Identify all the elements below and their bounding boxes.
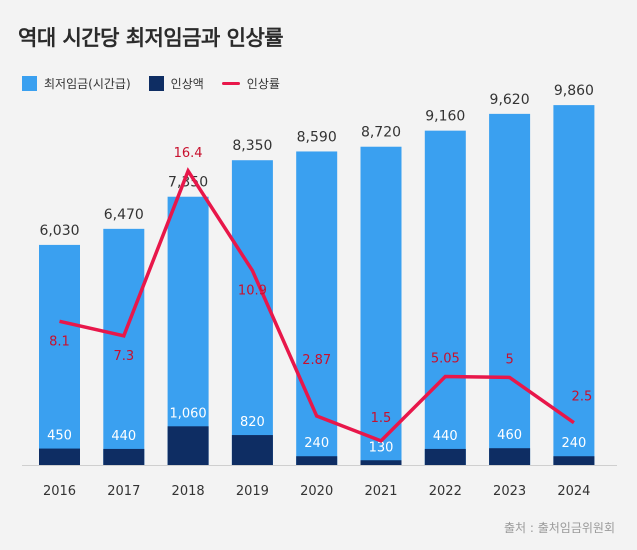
rate-point-label: 10.9: [238, 284, 267, 299]
bar-increase-label: 440: [433, 429, 458, 444]
rate-point-label: 16.4: [174, 146, 203, 161]
bar-increase: [103, 448, 145, 465]
x-tick-label: 2023: [493, 484, 526, 499]
rate-point-label: 5: [505, 352, 513, 367]
legend-label-rate: 인상률: [246, 77, 280, 91]
rate-line: [59, 167, 575, 443]
chart-title: 역대 시간당 최저임금과 인상률: [18, 26, 284, 50]
legend-item-rate: 인상률: [221, 75, 280, 92]
legend: 최저임금(시간급) 인상액 인상률: [22, 75, 280, 92]
bar-wage-label: 9,620: [490, 92, 530, 108]
legend-item-wage: 최저임금(시간급): [22, 75, 131, 92]
bar-wage-label: 8,350: [232, 138, 272, 154]
bar-wage-label: 7,350: [168, 175, 208, 191]
bar-wage: [424, 130, 466, 465]
bar-increase: [489, 448, 531, 465]
bar-wage-label: 8,590: [297, 129, 337, 145]
rate-point-label: 5.05: [431, 352, 460, 367]
legend-item-increase: 인상액: [148, 75, 204, 92]
legend-swatch-rate: [221, 82, 240, 85]
legend-label-increase: 인상액: [170, 77, 204, 91]
bar-increase: [231, 435, 273, 465]
x-tick-label: 2024: [557, 484, 590, 499]
rate-point-label: 7.3: [113, 349, 134, 364]
bar-increase: [424, 448, 466, 465]
bar-wage: [103, 228, 145, 465]
bar-increase-label: 450: [47, 429, 72, 444]
bar-wage: [296, 151, 338, 465]
legend-swatch-increase: [148, 76, 164, 91]
rate-point-label: 1.5: [371, 411, 392, 426]
legend-swatch-wage: [22, 76, 37, 91]
bar-wage-label: 9,160: [425, 109, 465, 125]
bar-wage-label: 9,860: [554, 83, 594, 99]
bar-increase: [296, 456, 338, 465]
bar-increase: [553, 456, 595, 465]
x-tick-label: 2016: [43, 484, 76, 499]
bar-wage: [167, 196, 209, 465]
rate-point-label: 8.1: [49, 334, 70, 349]
x-tick-label: 2019: [236, 484, 269, 499]
x-tick-label: 2022: [429, 484, 462, 499]
bar-wage: [489, 113, 531, 466]
bar-increase-label: 1,060: [169, 406, 206, 421]
source-note: 출처 : 출처임금위원회: [503, 521, 615, 535]
bar-increase-label: 460: [497, 428, 522, 443]
bar-increase-label: 440: [111, 429, 136, 444]
bar-wage: [360, 146, 402, 465]
bar-wage: [553, 105, 595, 466]
x-tick-label: 2021: [364, 484, 397, 499]
rate-point-label: 2.5: [572, 390, 593, 405]
bar-increase-label: 130: [369, 440, 394, 455]
bar-increase: [167, 426, 209, 465]
bar-increase-label: 240: [561, 436, 586, 451]
bar-wage: [231, 160, 273, 465]
x-tick-label: 2018: [172, 484, 205, 499]
bar-increase: [360, 460, 402, 465]
rate-point-label: 2.87: [302, 353, 331, 368]
bar-increase: [39, 448, 80, 465]
bar-increase-label: 240: [304, 436, 329, 451]
bar-wage-label: 6,030: [39, 223, 79, 239]
bar-increase-label: 820: [240, 415, 265, 430]
x-tick-label: 2020: [300, 484, 333, 499]
bar-wage-label: 6,470: [104, 207, 144, 223]
bar-wage: [39, 244, 80, 465]
bar-wage-label: 8,720: [361, 125, 401, 141]
x-tick-label: 2017: [107, 484, 140, 499]
legend-label-wage: 최저임금(시간급): [44, 77, 131, 91]
